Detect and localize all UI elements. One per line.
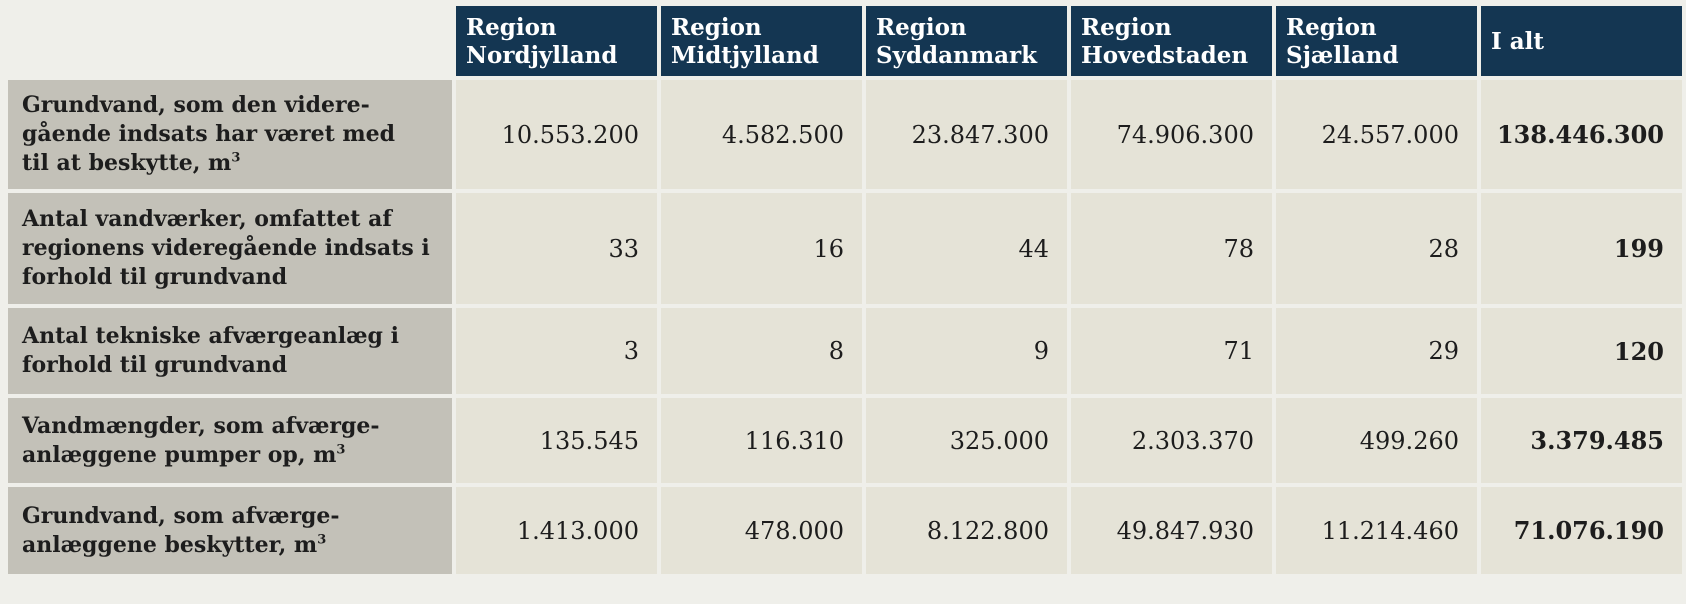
unit-superscript: 3 xyxy=(231,150,241,166)
header-corner xyxy=(8,6,452,76)
value-cell: 44 xyxy=(866,193,1067,304)
row-label-text: anlæggene beskytter, m xyxy=(22,531,318,558)
value-cell: 78 xyxy=(1071,193,1272,304)
column-header-nordjylland: Region Nordjylland xyxy=(456,6,657,76)
row-label-line: forhold til grundvand xyxy=(22,352,288,378)
column-header-line1: Region xyxy=(876,14,967,41)
column-header-hovedstaden: Region Hovedstaden xyxy=(1071,6,1272,76)
value-cell: 3 xyxy=(456,308,657,394)
value-cell: 29 xyxy=(1276,308,1477,394)
row-label-line: anlæggene beskytter, m3 xyxy=(22,531,438,560)
row-label-line: anlæggene pumper op, m3 xyxy=(22,441,438,470)
total-cell: 199 xyxy=(1481,193,1682,304)
value-cell: 71 xyxy=(1071,308,1272,394)
column-header-line2: Nordjylland xyxy=(466,42,618,69)
value-cell: 8.122.800 xyxy=(866,487,1067,574)
value-cell: 10.553.200 xyxy=(456,80,657,189)
row-label-line: Grundvand, som afværge- xyxy=(22,502,340,529)
row-label: Antal tekniske afværgeanlæg i forhold ti… xyxy=(8,308,452,394)
value-cell: 16 xyxy=(661,193,862,304)
row-label: Antal vandværker, omfattet af regionens … xyxy=(8,193,452,304)
value-cell: 49.847.930 xyxy=(1071,487,1272,574)
value-cell: 23.847.300 xyxy=(866,80,1067,189)
column-header-line1: Region xyxy=(1286,14,1377,41)
column-header-line2: Midtjylland xyxy=(671,42,819,69)
column-header-line2: Syddanmark xyxy=(876,42,1038,69)
value-cell: 74.906.300 xyxy=(1071,80,1272,189)
row-label-line: Antal vandværker, omfattet af xyxy=(22,206,392,232)
value-cell: 4.582.500 xyxy=(661,80,862,189)
row-label: Grundvand, som den videre- gående indsat… xyxy=(8,80,452,189)
table-row: Grundvand, som den videre- gående indsat… xyxy=(8,80,1682,189)
value-cell: 135.545 xyxy=(456,398,657,483)
column-header-line1: I alt xyxy=(1491,28,1545,55)
row-label-line: gående indsats har været med xyxy=(22,121,396,147)
column-header-line2: Sjælland xyxy=(1286,42,1399,69)
header-row: Region Nordjylland Region Midtjylland Re… xyxy=(8,6,1682,76)
table-row: Antal tekniske afværgeanlæg i forhold ti… xyxy=(8,308,1682,394)
value-cell: 116.310 xyxy=(661,398,862,483)
total-cell: 71.076.190 xyxy=(1481,487,1682,574)
column-header-line2: Hovedstaden xyxy=(1081,42,1249,69)
column-header-midtjylland: Region Midtjylland xyxy=(661,6,862,76)
value-cell: 9 xyxy=(866,308,1067,394)
row-label-line: Vandmængder, som afværge- xyxy=(22,412,380,439)
row-label-line: regionens videregående indsats i xyxy=(22,235,430,261)
table-row: Antal vandværker, omfattet af regionens … xyxy=(8,193,1682,304)
row-label-text: til at beskytte, m xyxy=(22,150,232,176)
value-cell: 2.303.370 xyxy=(1071,398,1272,483)
row-label-line: til at beskytte, m3 xyxy=(22,149,438,178)
column-header-sjaelland: Region Sjælland xyxy=(1276,6,1477,76)
table-row: Vandmængder, som afværge- anlæggene pump… xyxy=(8,398,1682,483)
value-cell: 24.557.000 xyxy=(1276,80,1477,189)
row-label-text: anlæggene pumper op, m xyxy=(22,441,337,468)
total-cell: 138.446.300 xyxy=(1481,80,1682,189)
column-header-line1: Region xyxy=(1081,14,1172,41)
unit-superscript: 3 xyxy=(317,532,327,548)
value-cell: 478.000 xyxy=(661,487,862,574)
value-cell: 325.000 xyxy=(866,398,1067,483)
value-cell: 8 xyxy=(661,308,862,394)
column-header-line1: Region xyxy=(671,14,762,41)
column-header-syddanmark: Region Syddanmark xyxy=(866,6,1067,76)
row-label-line: Antal tekniske afværgeanlæg i xyxy=(22,323,399,349)
total-cell: 120 xyxy=(1481,308,1682,394)
row-label-line: Grundvand, som den videre- xyxy=(22,92,370,118)
value-cell: 33 xyxy=(456,193,657,304)
row-label: Vandmængder, som afværge- anlæggene pump… xyxy=(8,398,452,483)
value-cell: 11.214.460 xyxy=(1276,487,1477,574)
column-header-total: I alt xyxy=(1481,6,1682,76)
data-table-container: Region Nordjylland Region Midtjylland Re… xyxy=(8,6,1682,574)
table-row: Grundvand, som afværge- anlæggene beskyt… xyxy=(8,487,1682,574)
row-label-line: forhold til grundvand xyxy=(22,264,288,290)
value-cell: 1.413.000 xyxy=(456,487,657,574)
total-cell: 3.379.485 xyxy=(1481,398,1682,483)
row-label: Grundvand, som afværge- anlæggene beskyt… xyxy=(8,487,452,574)
value-cell: 499.260 xyxy=(1276,398,1477,483)
groundwater-table: Region Nordjylland Region Midtjylland Re… xyxy=(4,2,1686,578)
unit-superscript: 3 xyxy=(336,442,346,458)
value-cell: 28 xyxy=(1276,193,1477,304)
column-header-line1: Region xyxy=(466,14,557,41)
